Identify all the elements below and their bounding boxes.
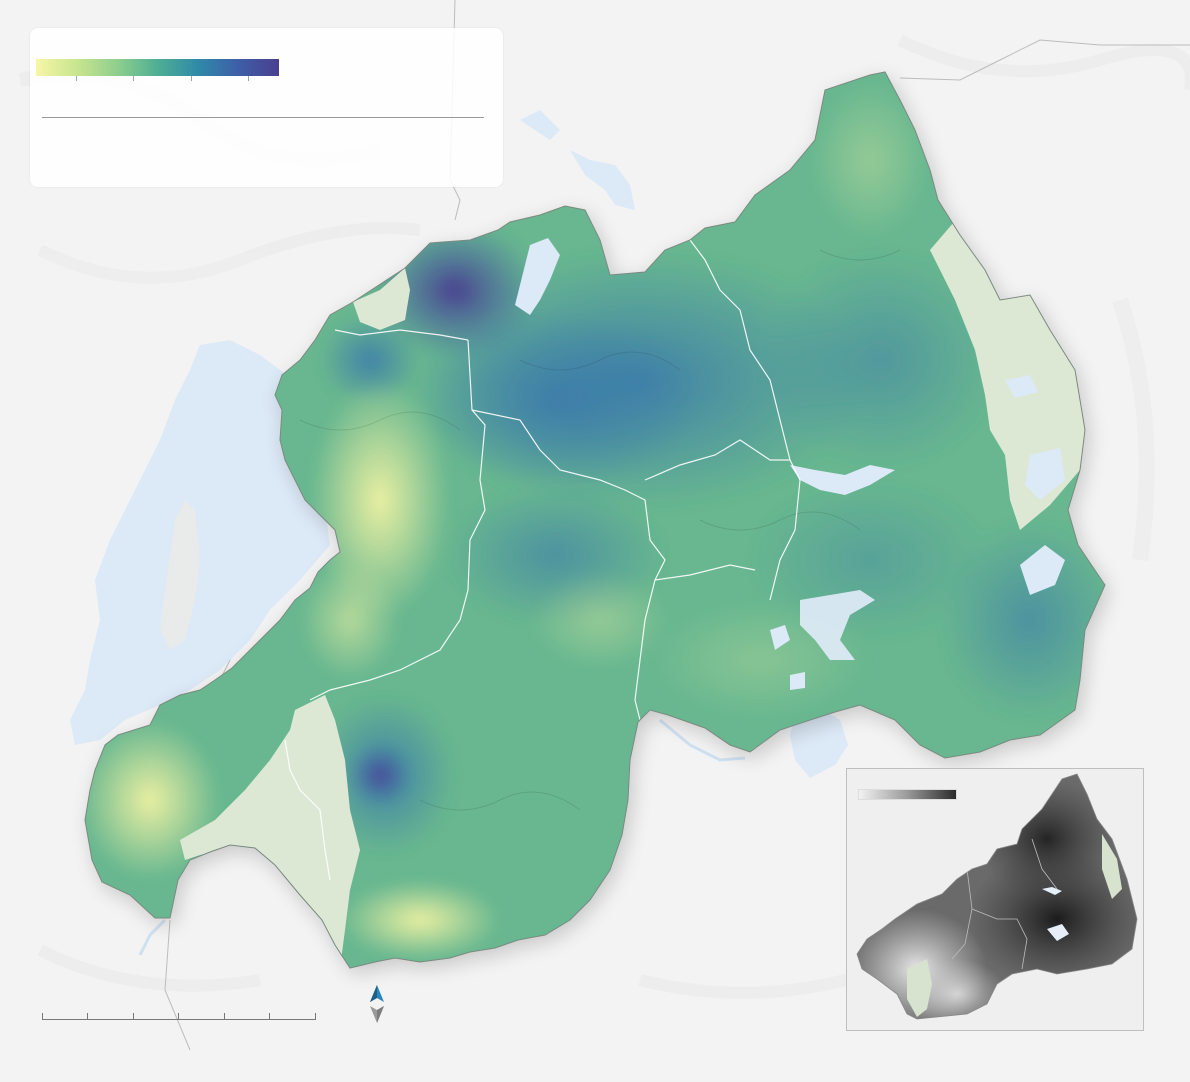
legend-tick: [191, 76, 192, 81]
scale-tick: [315, 1013, 316, 1020]
lake-burera: [515, 238, 560, 315]
idjwi-island: [160, 500, 200, 650]
scale-line: [42, 1019, 316, 1020]
inset-svg: [856, 773, 1138, 1020]
scale-tick: [87, 1013, 88, 1020]
legend-tick: [133, 76, 134, 81]
scale-tick: [42, 1013, 43, 1020]
volcanoes-park: [353, 268, 410, 330]
lake-north: [570, 150, 635, 210]
lake-muhazi: [790, 465, 895, 495]
small-lakes: [770, 625, 805, 690]
lake-south-inner: [800, 590, 875, 660]
scale-tick: [178, 1013, 179, 1020]
nyungwe-park: [180, 695, 360, 968]
legend-ticks: [36, 76, 279, 82]
scale-tick: [224, 1013, 225, 1020]
border-line: [899, 39, 1190, 81]
border-line: [164, 919, 191, 1051]
scale-tick: [269, 1013, 270, 1020]
river: [659, 718, 746, 762]
lake-north-small: [520, 110, 560, 140]
inset-color-bar: [858, 789, 957, 800]
inset-map: [846, 768, 1144, 1031]
legend-tick: [248, 76, 249, 81]
district-boundaries: [284, 239, 801, 881]
akagera-lakes: [988, 260, 1065, 595]
legend-tick: [76, 76, 77, 81]
river: [138, 918, 167, 956]
scale-bar: [42, 1012, 316, 1022]
legend-panel: [30, 28, 503, 187]
legend-color-bar: [36, 59, 279, 76]
legend-divider: [42, 117, 484, 118]
lake-kivu: [70, 340, 330, 745]
north-arrow-icon: [368, 985, 386, 1023]
scale-tick: [133, 1013, 134, 1020]
